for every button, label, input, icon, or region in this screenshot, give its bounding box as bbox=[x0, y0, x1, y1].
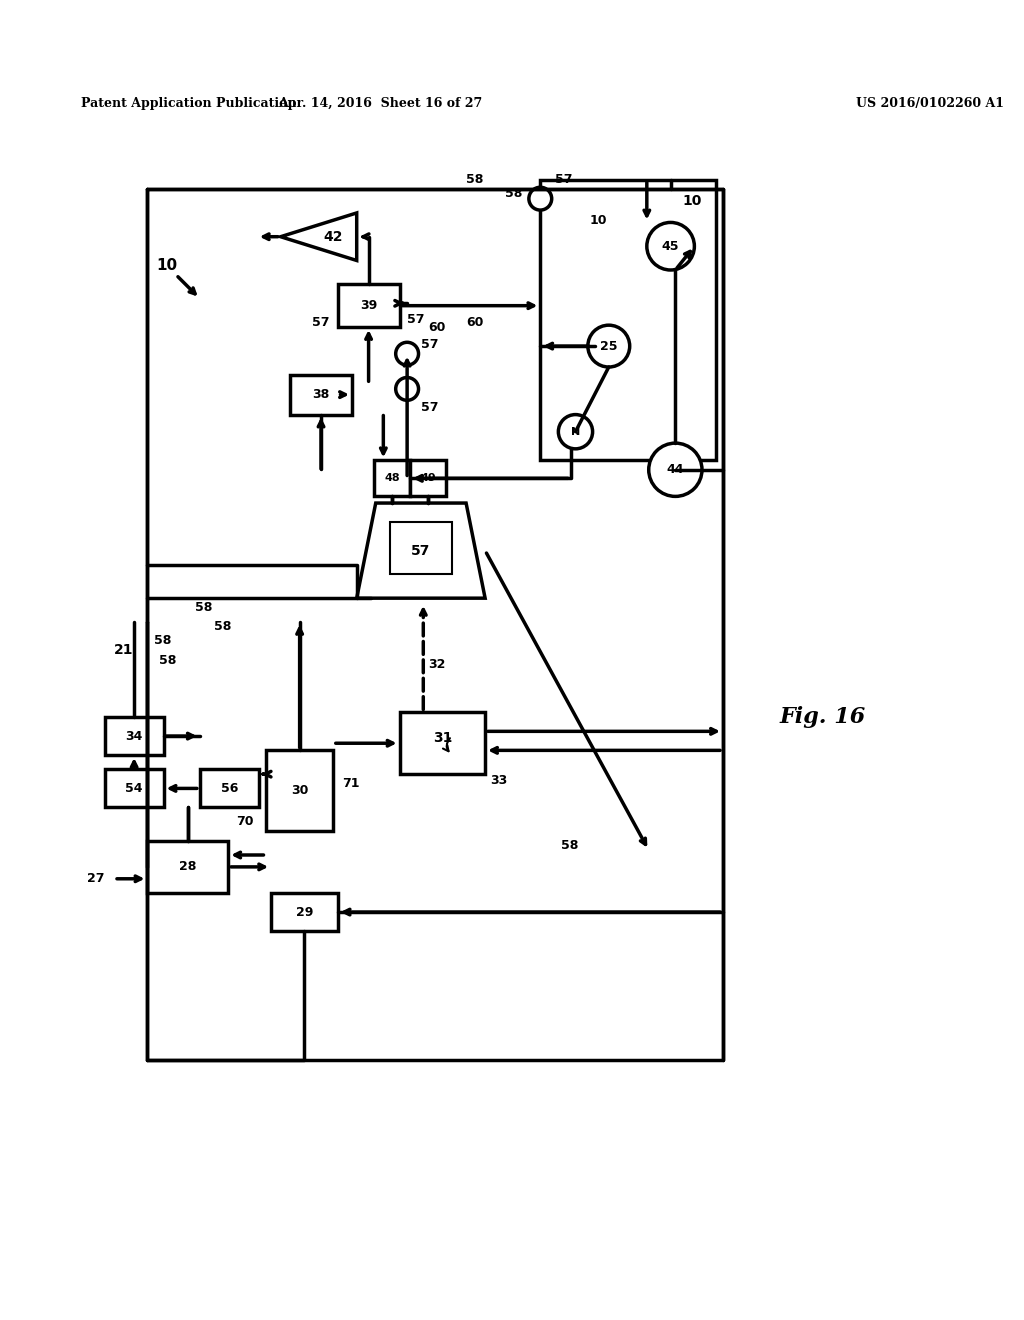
Circle shape bbox=[395, 378, 419, 400]
Text: 27: 27 bbox=[87, 873, 104, 886]
Polygon shape bbox=[356, 503, 485, 598]
FancyBboxPatch shape bbox=[410, 461, 446, 496]
Text: 32: 32 bbox=[428, 659, 445, 672]
Polygon shape bbox=[281, 213, 356, 260]
FancyBboxPatch shape bbox=[390, 523, 452, 574]
FancyBboxPatch shape bbox=[541, 180, 716, 461]
FancyBboxPatch shape bbox=[399, 713, 485, 774]
Text: 10: 10 bbox=[683, 194, 702, 209]
Text: 57: 57 bbox=[312, 315, 330, 329]
Circle shape bbox=[395, 342, 419, 366]
Text: Fig. 16: Fig. 16 bbox=[780, 706, 866, 729]
FancyBboxPatch shape bbox=[200, 770, 259, 808]
Text: Patent Application Publication: Patent Application Publication bbox=[81, 98, 296, 110]
FancyBboxPatch shape bbox=[271, 894, 338, 931]
Text: 48: 48 bbox=[384, 474, 399, 483]
Text: Apr. 14, 2016  Sheet 16 of 27: Apr. 14, 2016 Sheet 16 of 27 bbox=[279, 98, 482, 110]
Circle shape bbox=[649, 444, 702, 496]
Text: 29: 29 bbox=[296, 906, 313, 919]
Circle shape bbox=[647, 223, 694, 271]
Text: 56: 56 bbox=[220, 781, 238, 795]
Text: 31: 31 bbox=[432, 731, 452, 746]
Text: 10: 10 bbox=[590, 214, 607, 227]
Text: 49: 49 bbox=[420, 474, 436, 483]
Circle shape bbox=[528, 187, 552, 210]
FancyBboxPatch shape bbox=[104, 770, 164, 808]
Text: 54: 54 bbox=[125, 781, 143, 795]
FancyBboxPatch shape bbox=[290, 375, 352, 414]
Text: 39: 39 bbox=[360, 300, 377, 312]
Text: 58: 58 bbox=[214, 620, 231, 634]
Text: 60: 60 bbox=[428, 321, 445, 334]
Text: 25: 25 bbox=[600, 339, 617, 352]
Text: 30: 30 bbox=[291, 784, 308, 797]
Text: 58: 58 bbox=[505, 187, 522, 201]
Text: 44: 44 bbox=[667, 463, 684, 477]
Text: 57: 57 bbox=[555, 173, 572, 186]
Text: 45: 45 bbox=[662, 240, 679, 252]
Text: N: N bbox=[570, 426, 581, 437]
FancyBboxPatch shape bbox=[147, 841, 228, 894]
Text: 57: 57 bbox=[422, 338, 439, 351]
FancyBboxPatch shape bbox=[338, 284, 399, 327]
Text: 38: 38 bbox=[312, 388, 330, 401]
Text: 58: 58 bbox=[466, 173, 483, 186]
Text: 34: 34 bbox=[125, 730, 142, 743]
Text: 58: 58 bbox=[195, 601, 212, 614]
FancyBboxPatch shape bbox=[374, 461, 410, 496]
Text: 10: 10 bbox=[156, 257, 177, 273]
Text: 70: 70 bbox=[236, 816, 253, 828]
FancyBboxPatch shape bbox=[266, 750, 333, 832]
Text: 28: 28 bbox=[179, 861, 197, 874]
Text: US 2016/0102260 A1: US 2016/0102260 A1 bbox=[856, 98, 1005, 110]
FancyBboxPatch shape bbox=[104, 717, 164, 755]
Text: 21: 21 bbox=[114, 643, 133, 657]
Text: 57: 57 bbox=[422, 401, 439, 414]
Text: 33: 33 bbox=[489, 774, 507, 787]
Text: 58: 58 bbox=[561, 840, 579, 851]
Text: 71: 71 bbox=[342, 777, 359, 791]
Circle shape bbox=[588, 325, 630, 367]
Text: 60: 60 bbox=[466, 315, 483, 329]
Circle shape bbox=[558, 414, 593, 449]
Text: 58: 58 bbox=[154, 635, 171, 648]
Text: 58: 58 bbox=[159, 653, 176, 667]
Text: 42: 42 bbox=[324, 230, 343, 244]
Text: 57: 57 bbox=[407, 313, 424, 326]
Text: 57: 57 bbox=[411, 544, 430, 557]
